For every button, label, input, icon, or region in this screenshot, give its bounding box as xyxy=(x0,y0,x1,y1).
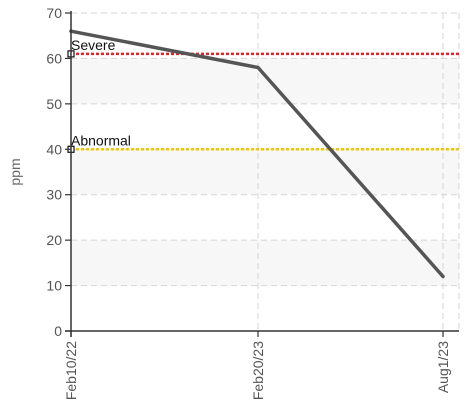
x-tick-label: Aug1/23 xyxy=(435,341,451,393)
threshold-label: Severe xyxy=(71,37,116,53)
plot-band xyxy=(71,58,459,104)
y-axis-title: ppm xyxy=(7,158,23,185)
y-tick-label: 0 xyxy=(54,323,62,339)
data-point xyxy=(256,66,260,70)
x-tick-label: Feb20/23 xyxy=(250,341,266,400)
tick-labels: 0 10 20 30 40 50 60 70 Feb10/22 Feb20/23 Aug1/23 xyxy=(46,5,451,400)
plot-band xyxy=(71,240,459,286)
data-point xyxy=(441,274,445,278)
plot-background-bands xyxy=(71,58,459,286)
y-tick-label: 50 xyxy=(46,96,62,112)
y-tick-label: 10 xyxy=(46,278,62,294)
y-tick-label: 70 xyxy=(46,5,62,21)
x-tick-label: Feb10/22 xyxy=(63,341,79,400)
y-tick-label: 40 xyxy=(46,141,62,157)
y-tick-label: 60 xyxy=(46,50,62,66)
y-tick-label: 30 xyxy=(46,187,62,203)
axes xyxy=(65,11,459,337)
y-tick-label: 20 xyxy=(46,232,62,248)
threshold-label: Abnormal xyxy=(71,132,131,148)
plot-band xyxy=(71,149,459,195)
